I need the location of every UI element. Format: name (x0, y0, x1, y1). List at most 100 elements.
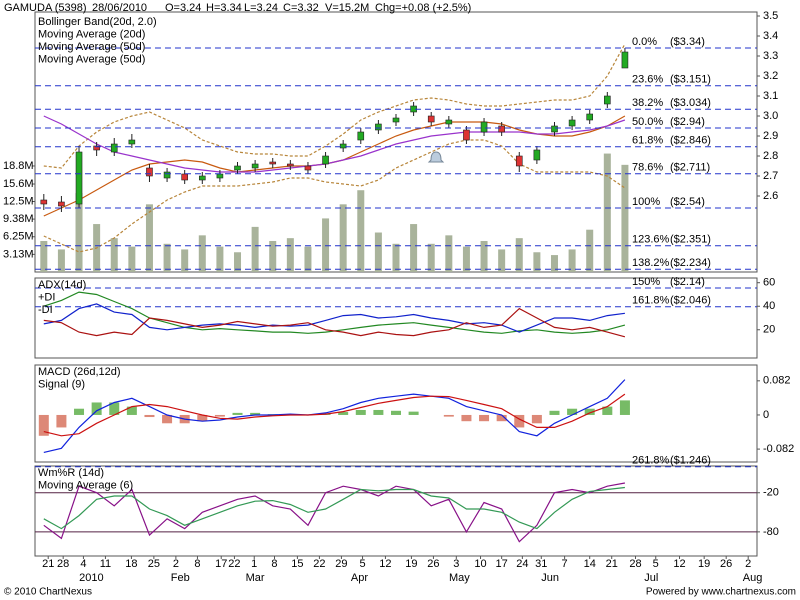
volume-bar (515, 238, 523, 272)
histogram-bar (391, 410, 401, 415)
fib-label: ($2.234) (670, 257, 711, 269)
y-tick-label: 3.2 (763, 70, 778, 82)
fib-name: 23.6% (632, 74, 663, 86)
y-tick-label: 40 (763, 300, 775, 312)
line (43, 43, 626, 169)
candle-body (445, 119, 453, 125)
x-tick-label: 29 (335, 558, 347, 570)
month-label: Jun (541, 572, 559, 584)
volume-bar (57, 249, 65, 272)
x-tick-label: 17 (215, 558, 227, 570)
volume-bar (621, 164, 629, 272)
x-tick-label: 1 (251, 558, 257, 570)
legend-entry: Bollinger Band(20d, 2.0) (38, 16, 157, 28)
candle-body (128, 139, 136, 145)
candle-body (216, 173, 224, 179)
info: H=3.34 (206, 2, 242, 14)
month-label: Feb (171, 572, 190, 584)
legend-entry: Moving Average (6) (38, 479, 133, 491)
legend-entry: -DI (38, 304, 53, 316)
candle-body (163, 171, 171, 179)
volume-bar (198, 235, 206, 272)
y-tick-label: -80 (763, 526, 779, 538)
x-tick-label: 25 (148, 558, 160, 570)
volume-bar (269, 240, 277, 272)
month-label: Jul (644, 572, 658, 584)
copyright: © 2010 ChartNexus (4, 587, 92, 598)
fib-label: ($3.034) (670, 97, 711, 109)
y-tick-label: 2.8 (763, 150, 778, 162)
volume-bar (251, 226, 259, 272)
candle-body (392, 117, 400, 123)
y-tick-label: 15.6M (3, 178, 34, 190)
line (43, 115, 626, 217)
legend-entry: Wm%R (14d) (38, 467, 104, 479)
info: L=3.24 (244, 2, 278, 14)
y-tick-label: 2.9 (763, 130, 778, 142)
volume-bar (216, 246, 224, 272)
histogram-bar (567, 408, 578, 415)
fib-label: ($2.54) (670, 196, 705, 208)
x-tick-label: 15 (291, 558, 303, 570)
fib-name: 78.6% (632, 162, 663, 174)
volume-bar (286, 238, 294, 272)
fib-name: 150% (632, 276, 660, 288)
candle-body (533, 149, 541, 161)
y-tick-label: 2.7 (763, 170, 778, 182)
fib-label: ($2.351) (670, 234, 711, 246)
volume-bar (234, 252, 242, 272)
histogram-bar (56, 414, 67, 428)
fib-label: ($2.046) (670, 295, 711, 307)
x-tick-label: 22 (228, 558, 240, 570)
info: Chg=+0.08 (+2.5%) (375, 2, 471, 14)
x-tick-label: 22 (313, 558, 325, 570)
legend-entry: +DI (38, 291, 55, 303)
volume-bar (410, 224, 418, 272)
histogram-bar (479, 414, 490, 422)
histogram-bar (91, 402, 102, 415)
histogram-bar (602, 406, 613, 415)
fib-name: 123.6% (632, 234, 670, 246)
fib-name: 38.2% (632, 97, 663, 109)
x-tick-label: 14 (584, 558, 596, 570)
histogram-bar (584, 408, 595, 415)
candle-body (463, 129, 470, 141)
x-tick-label: 5 (359, 558, 365, 570)
candle-body (93, 145, 100, 151)
volume-bar (145, 204, 153, 272)
volume-bar (427, 243, 435, 272)
fib-name: 138.2% (632, 257, 670, 269)
fib-name: 0.0% (632, 36, 657, 48)
x-tick-label: 31 (535, 558, 547, 570)
line (43, 482, 626, 543)
legend-entry: ADX(14d) (38, 279, 86, 291)
x-tick-label: 26 (720, 558, 732, 570)
x-tick-label: 8 (194, 558, 200, 570)
fib-name: 261.8% (632, 455, 670, 467)
volume-bar (586, 229, 594, 272)
candle-body (551, 125, 558, 133)
candle-body (322, 155, 329, 165)
x-tick-label: 5 (653, 558, 659, 570)
volume-bar (163, 243, 171, 272)
candle-body (75, 151, 83, 205)
line (43, 139, 626, 253)
histogram-bar (461, 414, 472, 422)
volume-bar (339, 204, 347, 272)
info: 28/06/2010 (92, 2, 147, 14)
candle-body (181, 173, 188, 181)
x-tick-label: 11 (100, 558, 111, 570)
histogram-bar (443, 414, 454, 417)
month-label: Apr (351, 572, 368, 584)
info: O=3.24 (165, 2, 201, 14)
y-tick-label: 3.1 (763, 90, 778, 102)
fib-label: ($2.846) (670, 135, 711, 147)
histogram-bar (531, 414, 542, 424)
x-tick-label: 7 (562, 558, 568, 570)
histogram-bar (355, 409, 366, 415)
x-tick-label: 26 (427, 558, 439, 570)
legend-entry: MACD (26d,12d) (38, 366, 121, 378)
histogram-bar (549, 410, 560, 415)
x-tick-label: 19 (698, 558, 710, 570)
histogram-bar (144, 414, 155, 418)
